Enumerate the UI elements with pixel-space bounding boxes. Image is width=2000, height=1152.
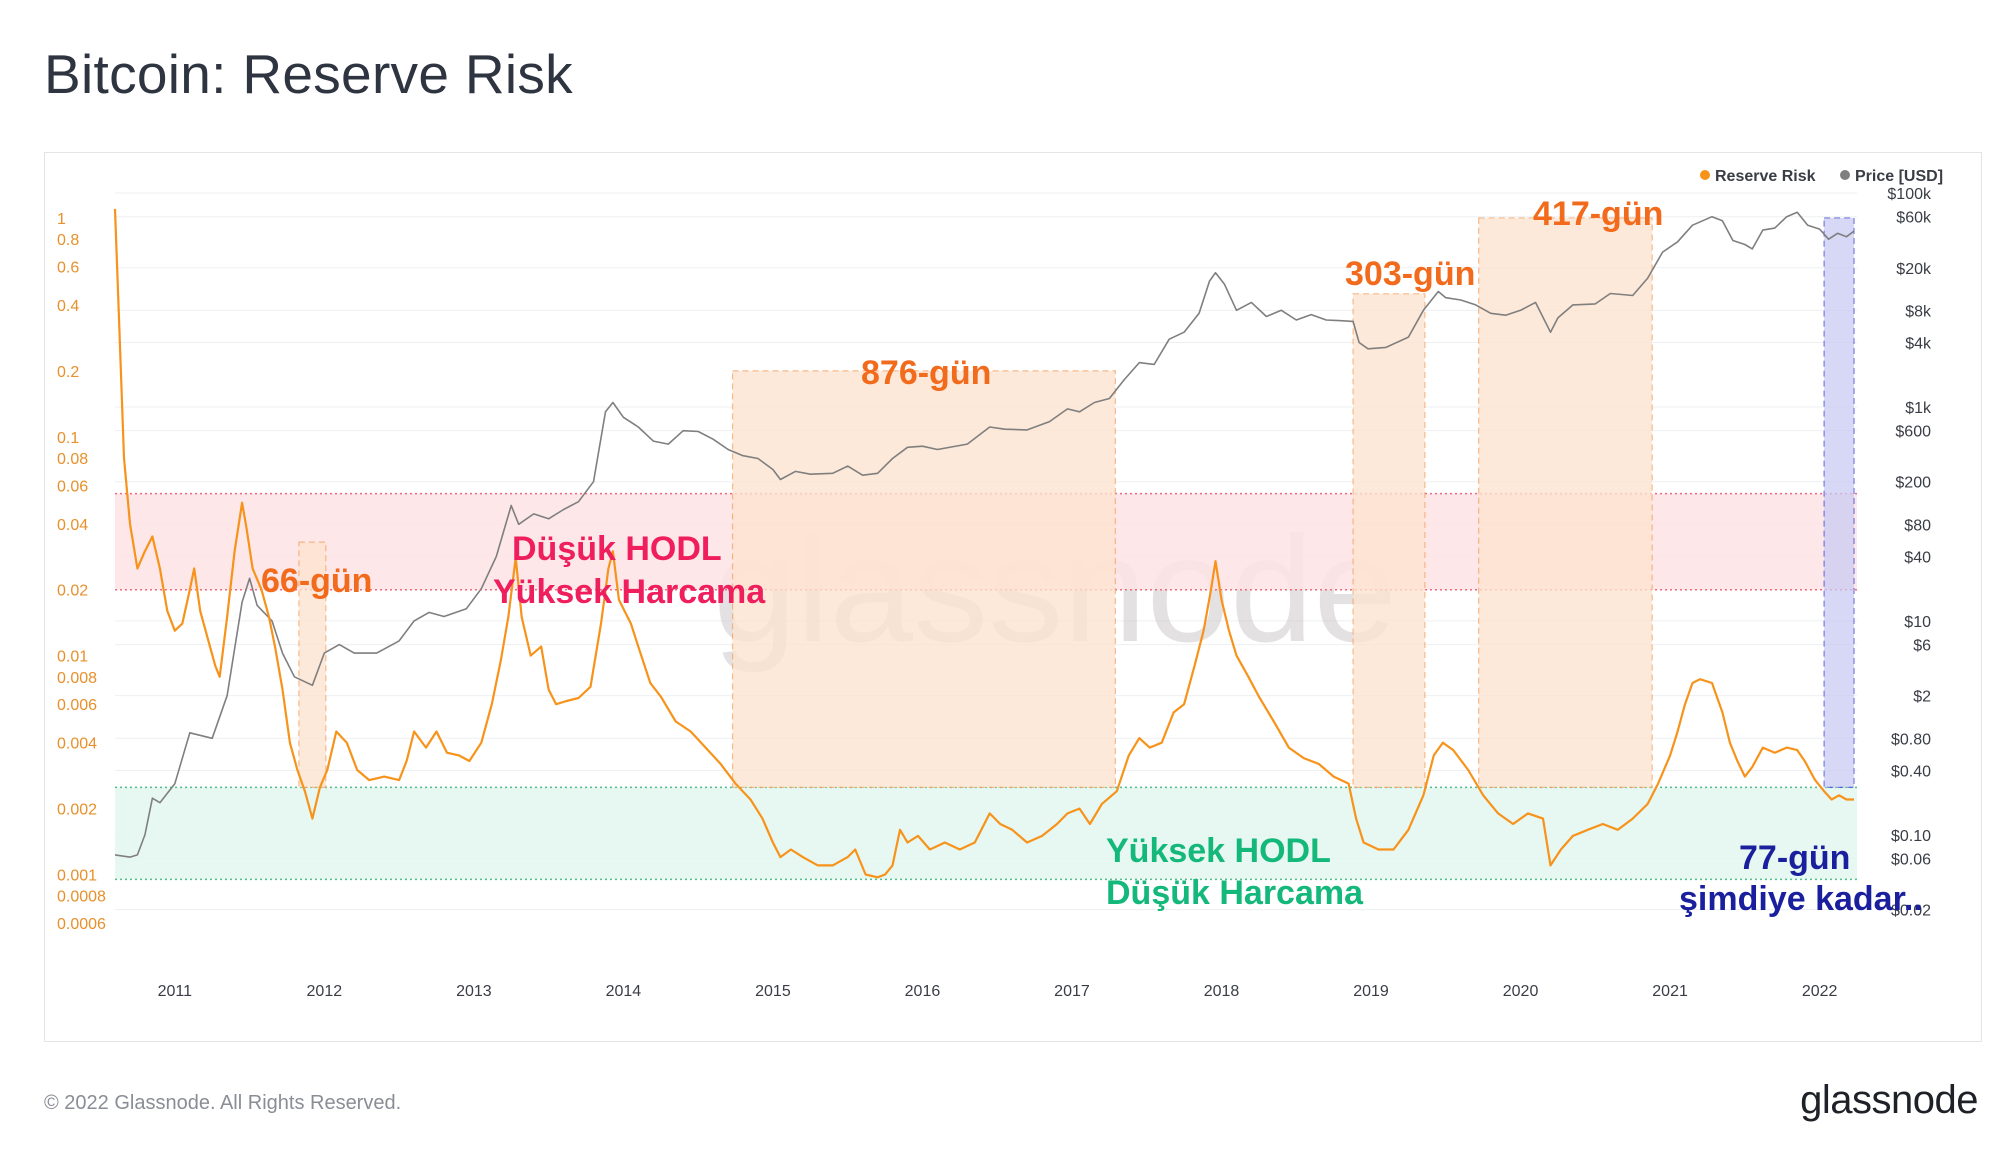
y-left-tick-1: 1: [57, 211, 66, 228]
x-tick-2015: 2015: [755, 983, 791, 1000]
period-66-g-n: [298, 541, 327, 788]
x-tick-2011: 2011: [158, 983, 193, 1000]
y-right-tick-0-40: $0.40: [1891, 763, 1931, 780]
y-right-tick-0-80: $0.80: [1891, 731, 1931, 748]
period-417-g-n: [1478, 217, 1653, 788]
y-left-tick-0-001: 0.001: [57, 867, 97, 884]
period-layer: [298, 217, 1855, 788]
y-right-tick-1k: $1k: [1905, 400, 1932, 417]
y-right-tick-10: $10: [1904, 614, 1931, 631]
annotation-layer: 66-gün 876-gün 303-gün 417-gün Düşük HOD…: [261, 195, 1923, 918]
y-right-tick-60k: $60k: [1896, 210, 1932, 227]
y-right-tick-200: $200: [1895, 475, 1931, 492]
period-303-g-n: [1352, 293, 1426, 788]
axis-layer: 1 0.8 0.6 0.4 0.2 0.1 0.08 0.06 0.04 0.02 0.01 0.00…: [57, 186, 1932, 1000]
y-left-tick-0-004: 0.004: [57, 736, 97, 753]
y-right-tick-8k: $8k: [1905, 303, 1932, 320]
y-right-tick-6: $6: [1913, 638, 1931, 655]
legend-reserve-risk-marker: [1700, 170, 1710, 180]
annotation-66-gun: 66-gün: [261, 562, 372, 600]
y-left-tick-0-04: 0.04: [57, 517, 88, 534]
legend-price-label[interactable]: Price [USD]: [1855, 168, 1943, 185]
annotation-77-gun: 77-gün: [1739, 839, 1850, 877]
annotation-303-gun: 303-gün: [1345, 255, 1475, 293]
x-tick-2021: 2021: [1652, 983, 1688, 1000]
y-left-tick-0-2: 0.2: [57, 364, 79, 381]
y-left-tick-0-06: 0.06: [57, 478, 88, 495]
glassnode-logo: glassnode: [1800, 1078, 1978, 1122]
annotation-dusuk-harcama: Düşük Harcama: [1106, 874, 1364, 912]
y-right-tick-0-06: $0.06: [1891, 852, 1931, 869]
period-876-g-n: [731, 370, 1116, 788]
y-left-tick-0-8: 0.8: [57, 232, 79, 249]
x-tick-2022: 2022: [1802, 983, 1838, 1000]
annotation-dusuk-hodl: Düşük HODL: [512, 530, 722, 568]
x-tick-2014: 2014: [606, 983, 642, 1000]
annotation-yuksek-harcama: Yüksek Harcama: [493, 573, 766, 611]
x-tick-2012: 2012: [307, 983, 343, 1000]
chart-svg: glassnode 10.80.60.40.20.10.080.060.040.…: [57, 168, 1943, 1000]
y-left-tick-0-002: 0.002: [57, 802, 97, 819]
period-current: [1823, 217, 1855, 788]
y-right-tick-0-02: $0.02: [1891, 903, 1931, 920]
x-tick-2019: 2019: [1353, 983, 1389, 1000]
legend[interactable]: Reserve Risk Price [USD]: [1700, 168, 1943, 185]
annotation-simdiye-kadar: şimdiye kadar..: [1679, 880, 1923, 918]
y-left-tick-0-006: 0.006: [57, 697, 97, 714]
y-left-tick-0-1: 0.1: [57, 430, 79, 447]
chart-frame: glassnode 10.80.60.40.20.10.080.060.040.…: [44, 152, 1982, 1042]
x-tick-2013: 2013: [456, 983, 492, 1000]
x-tick-2020: 2020: [1503, 983, 1539, 1000]
y-left-tick-0-0008: 0.0008: [57, 889, 106, 906]
y-right-tick-2: $2: [1913, 689, 1931, 706]
page-title: Bitcoin: Reserve Risk: [44, 43, 573, 105]
y-left-tick-0-6: 0.6: [57, 259, 79, 276]
series-price-line: [114, 211, 1855, 858]
y-left-tick-0-4: 0.4: [57, 298, 79, 315]
line-layer: [113, 208, 1855, 879]
y-left-tick-0-01: 0.01: [57, 649, 88, 666]
y-left-tick-0-08: 0.08: [57, 451, 88, 468]
band-high-hodl: [115, 787, 1857, 880]
x-tick-2018: 2018: [1204, 983, 1240, 1000]
legend-reserve-risk-label[interactable]: Reserve Risk: [1715, 168, 1816, 185]
y-right-tick-40: $40: [1904, 550, 1931, 567]
y-left-tick-0-02: 0.02: [57, 583, 88, 600]
annotation-876-gun: 876-gün: [861, 354, 991, 392]
x-tick-2017: 2017: [1054, 983, 1090, 1000]
annotation-yuksek-hodl: Yüksek HODL: [1106, 832, 1331, 870]
y-left-tick-0-0006: 0.0006: [57, 916, 106, 933]
x-tick-2016: 2016: [905, 983, 941, 1000]
y-right-tick-4k: $4k: [1905, 336, 1932, 353]
y-right-tick-0-10: $0.10: [1891, 828, 1931, 845]
y-right-tick-20k: $20k: [1896, 261, 1932, 278]
legend-price-marker: [1840, 170, 1850, 180]
y-left-tick-0-008: 0.008: [57, 670, 97, 687]
y-right-tick-100k: $100k: [1887, 186, 1932, 203]
series-reserve-risk-line: [113, 208, 1854, 879]
y-right-tick-80: $80: [1904, 517, 1931, 534]
annotation-417-gun: 417-gün: [1533, 195, 1663, 233]
y-right-tick-600: $600: [1895, 424, 1931, 441]
footer-copyright: © 2022 Glassnode. All Rights Reserved.: [44, 1092, 402, 1114]
